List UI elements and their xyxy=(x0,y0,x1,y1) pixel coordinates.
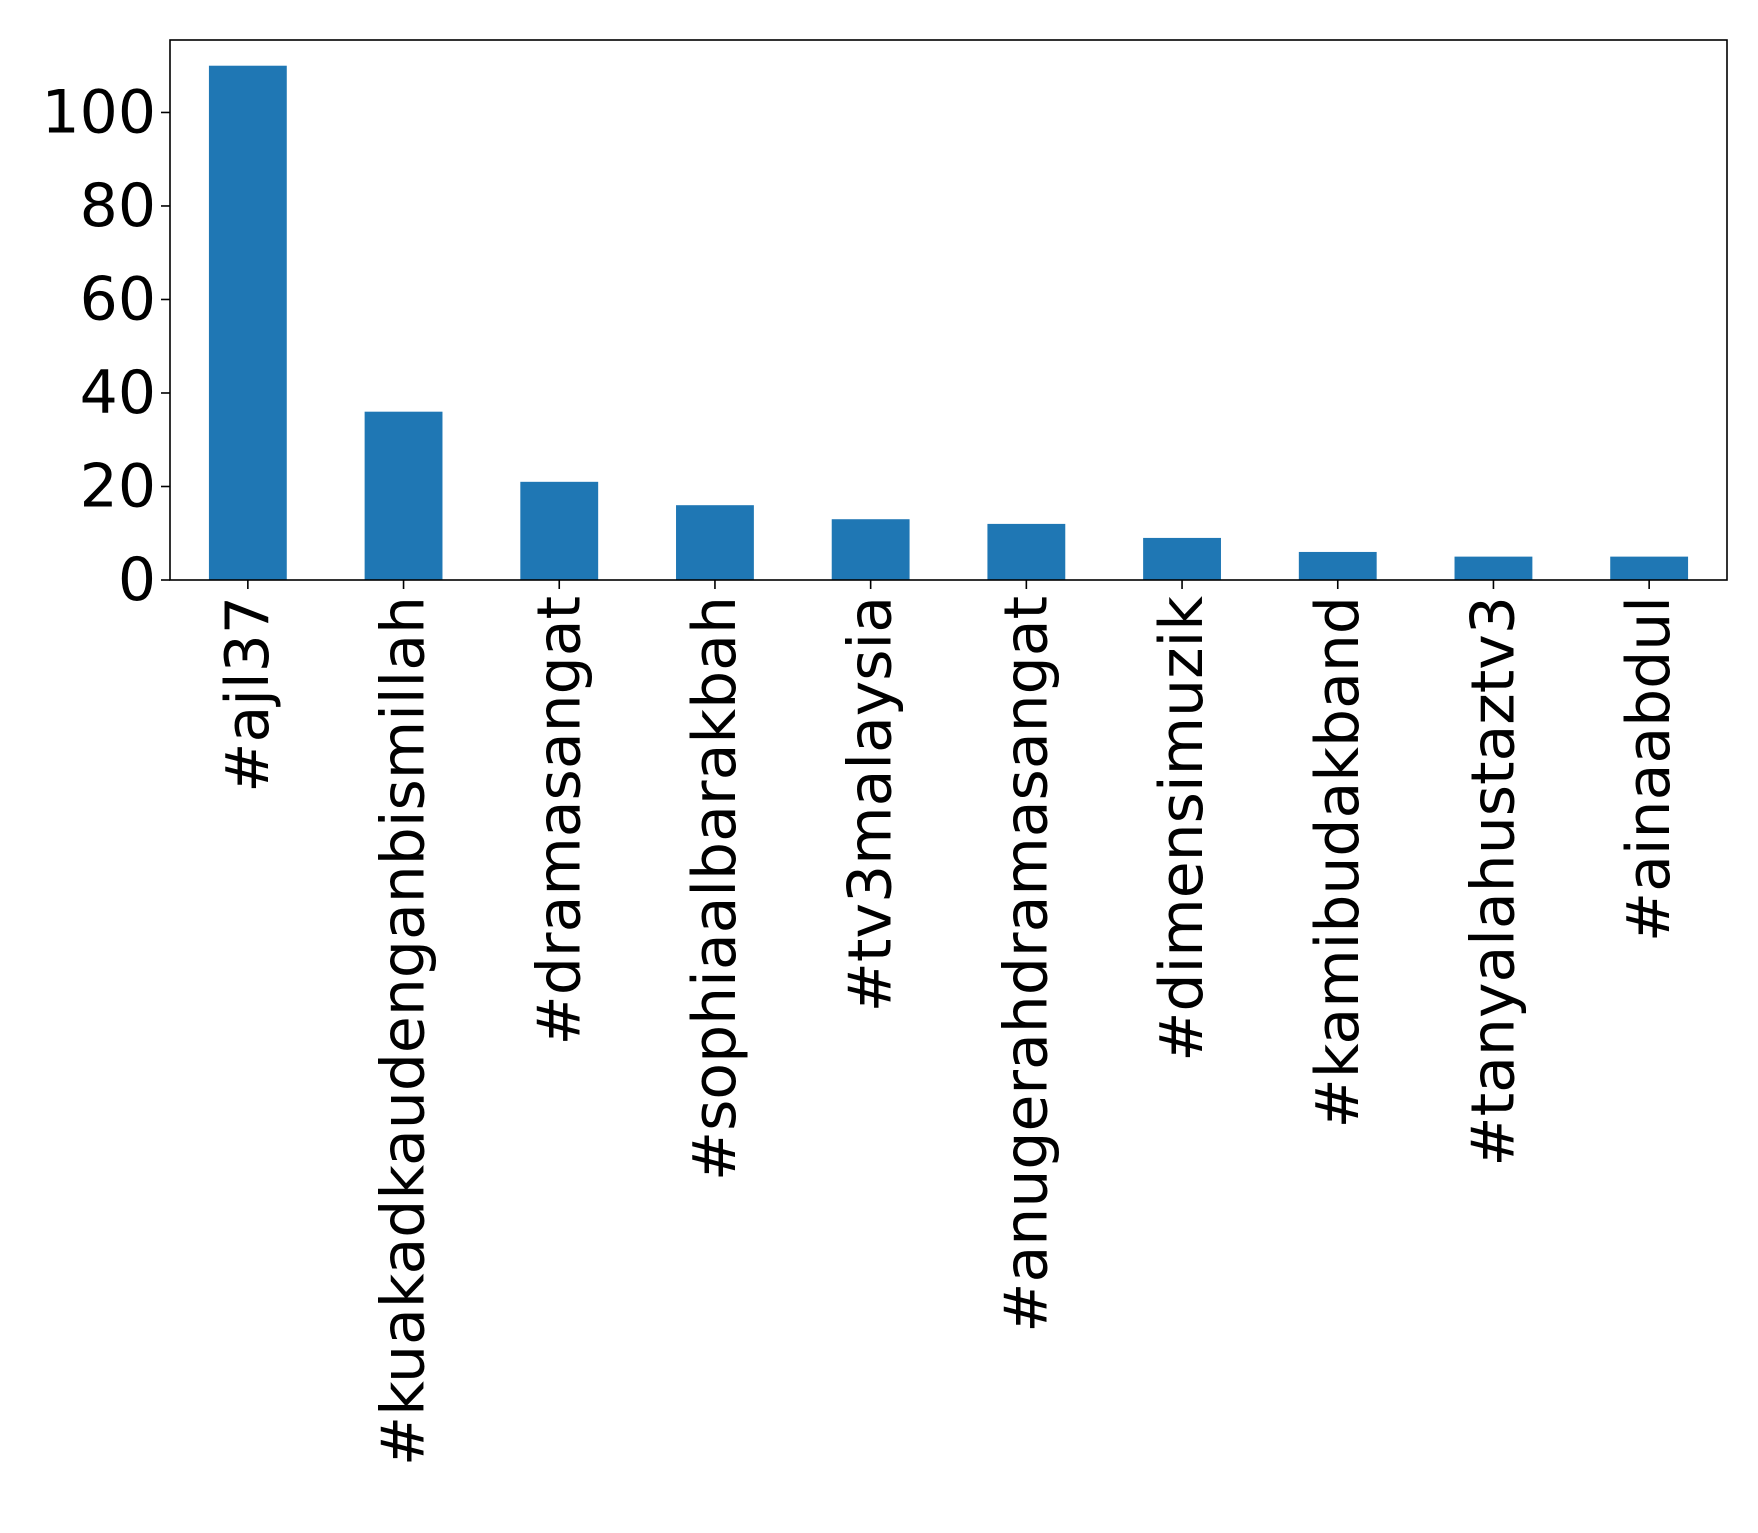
bar-dramasangat xyxy=(520,481,599,580)
y-axis: 0 20 40 60 80 100 xyxy=(41,77,170,615)
y-tick-label: 100 xyxy=(41,77,156,147)
x-tick-label: #tanyalahustaztv3 xyxy=(1458,596,1528,1167)
y-tick-label: 80 xyxy=(80,171,156,241)
y-tick-label: 40 xyxy=(80,358,156,428)
bar-ajl37 xyxy=(208,65,287,580)
x-tick-label: #tv3malaysia xyxy=(836,596,906,1012)
x-axis: #ajl37 #kuakadkaudenganbismillah #dramasan… xyxy=(213,580,1684,1466)
y-tick-label: 60 xyxy=(80,264,156,334)
y-tick-label: 0 xyxy=(118,545,156,615)
bar-tv3malaysia xyxy=(831,519,910,580)
y-tick-label: 20 xyxy=(80,451,156,521)
plot-frame xyxy=(169,39,1728,581)
bars-group xyxy=(208,65,1689,580)
bar-tanyalahustaztv3 xyxy=(1454,556,1533,580)
bar-anugerahdramasangat xyxy=(987,523,1066,580)
x-tick-label: #sophiaalbarakbah xyxy=(680,596,750,1181)
x-tick-label: #dramasangat xyxy=(524,596,594,1045)
x-tick-label: #kuakadkaudenganbismillah xyxy=(369,596,439,1466)
x-tick-label: #dimensimuzik xyxy=(1147,596,1217,1062)
x-tick-label: #anugerahdramasangat xyxy=(991,596,1061,1333)
x-tick-label: #kamibudakband xyxy=(1303,596,1373,1129)
bar-ainaabdul xyxy=(1610,556,1689,580)
bar-kamibudakband xyxy=(1298,551,1377,580)
x-tick-label: #ainaabdul xyxy=(1614,596,1684,942)
bar-kuakadkaudenganbismillah xyxy=(364,411,443,580)
bar-dimensimuzik xyxy=(1143,537,1221,580)
x-tick-label: #ajl37 xyxy=(213,596,283,793)
bar-sophiaalbarakbah xyxy=(676,505,754,580)
